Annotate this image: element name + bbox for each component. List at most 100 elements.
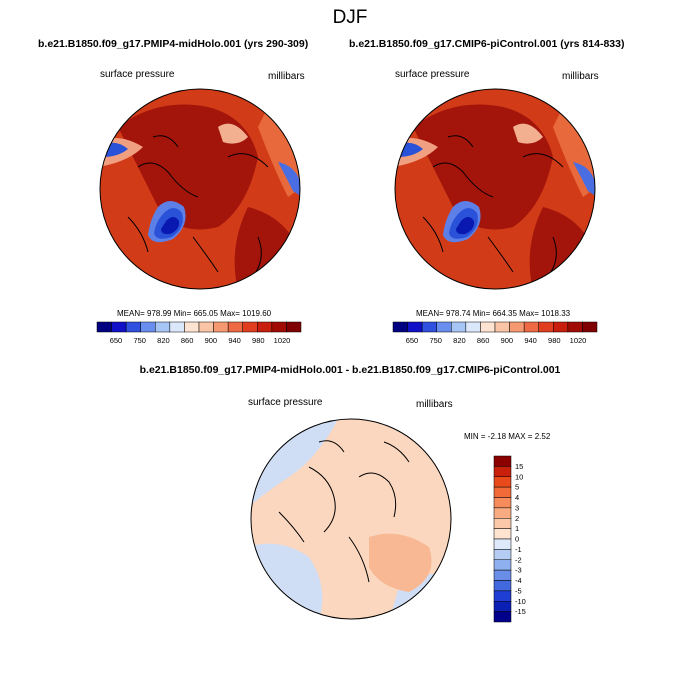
colorbar-swatch xyxy=(227,321,243,333)
colorbar-swatch xyxy=(493,538,512,550)
arctic-pressure-patch xyxy=(218,123,248,144)
colorbar-swatch xyxy=(465,321,481,333)
colorbar-swatch xyxy=(140,321,156,333)
colorbar-tick-label: 980 xyxy=(548,336,561,345)
colorbar-tick-label: 10 xyxy=(515,472,523,481)
greenland-pressure-core xyxy=(161,217,180,235)
colorbar-swatch xyxy=(493,455,512,467)
panel1-polar-map xyxy=(99,88,301,290)
colorbar-swatch xyxy=(169,321,185,333)
strong-positive-anomaly xyxy=(369,533,432,592)
colorbar-tick-label: 820 xyxy=(157,336,170,345)
tibet-pressure-zone xyxy=(573,162,595,197)
colorbar-tick-label: 1020 xyxy=(274,336,291,345)
colorbar-tick-label: -4 xyxy=(515,576,522,585)
diff-fill-group xyxy=(251,419,451,619)
colorbar-swatch xyxy=(493,549,512,560)
colorbar-swatch xyxy=(494,321,510,333)
colorbar-swatch xyxy=(286,321,302,333)
colorbar-swatch xyxy=(493,507,512,519)
colorbar-swatch xyxy=(213,321,229,333)
colorbar-swatch xyxy=(567,321,583,333)
colorbar-swatch xyxy=(392,321,408,333)
colorbar-swatch xyxy=(493,601,512,612)
colorbar-tick-label: -1 xyxy=(515,545,522,554)
difference-polar-map xyxy=(250,418,452,620)
panel2-units-label: millibars xyxy=(562,71,599,82)
colorbar-swatch xyxy=(493,486,512,498)
colorbar-tick-label: 820 xyxy=(453,336,466,345)
colorbar-swatch xyxy=(582,321,598,333)
colorbar-swatch xyxy=(257,321,273,333)
colorbar-swatch xyxy=(493,476,512,488)
colorbar-swatch xyxy=(242,321,258,333)
colorbar-tick-label: 2 xyxy=(515,514,519,523)
colorbar-tick-label: 650 xyxy=(406,336,419,345)
colorbar-swatch xyxy=(553,321,569,333)
positive-anomaly-field xyxy=(251,419,451,619)
colorbar-tick-label: -3 xyxy=(515,566,522,575)
map-fill-group xyxy=(395,89,595,289)
colorbar-tick-label: 940 xyxy=(524,336,537,345)
coastline-outline xyxy=(278,440,410,583)
colorbar-tick-label: -15 xyxy=(515,607,526,616)
colorbar-tick-label: 900 xyxy=(501,336,514,345)
figure-title: DJF xyxy=(332,7,368,28)
colorbar-tick-label: 15 xyxy=(515,462,523,471)
colorbar-tick-label: 650 xyxy=(110,336,123,345)
colorbar-swatch xyxy=(493,559,512,571)
coastline-outline xyxy=(127,135,269,283)
panel2-colorbar: 650 750 820 860 900 940 980 1020 xyxy=(392,321,598,345)
colorbar-swatch xyxy=(493,466,512,477)
colorbar-tick-label: 900 xyxy=(205,336,218,345)
difference-variable-label: surface pressure xyxy=(248,397,323,408)
arctic-pressure-patch xyxy=(513,123,543,144)
panel1-units-label: millibars xyxy=(268,71,305,82)
colorbar-swatch xyxy=(436,321,452,333)
panel2-stats: MEAN= 978.74 Min= 664.35 Max= 1018.33 xyxy=(416,309,571,318)
colorbar-tick-label: 940 xyxy=(228,336,241,345)
colorbar-swatch xyxy=(493,590,512,602)
colorbar-swatch xyxy=(493,569,512,581)
map-fill-group xyxy=(100,89,300,289)
greenland-pressure-core xyxy=(456,217,475,235)
tibet-pressure-zone xyxy=(278,162,300,197)
map-boundary xyxy=(250,418,452,620)
colorbar-swatch xyxy=(509,321,525,333)
colorbar-swatch xyxy=(538,321,554,333)
colorbar-swatch xyxy=(111,321,127,333)
colorbar-swatch xyxy=(271,321,287,333)
map-boundary xyxy=(394,88,596,290)
colorbar-tick-label: 1 xyxy=(515,524,519,533)
colorbar-tick-label: 860 xyxy=(477,336,490,345)
colorbar-tick-label: 860 xyxy=(181,336,194,345)
map-boundary xyxy=(99,88,301,290)
difference-units-label: millibars xyxy=(416,399,453,410)
colorbar-tick-label: -5 xyxy=(515,586,522,595)
panel2-variable-label: surface pressure xyxy=(395,69,470,80)
colorbar-tick-label: 980 xyxy=(252,336,265,345)
panel1-stats: MEAN= 978.99 Min= 665.05 Max= 1019.60 xyxy=(117,309,272,318)
colorbar-swatch xyxy=(523,321,539,333)
colorbar-tick-label: -2 xyxy=(515,555,522,564)
colorbar-swatch xyxy=(480,321,496,333)
colorbar-swatch xyxy=(96,321,112,333)
colorbar-swatch xyxy=(407,321,423,333)
colorbar-swatch xyxy=(493,497,512,509)
colorbar-tick-label: 0 xyxy=(515,535,519,544)
colorbar-swatch xyxy=(421,321,437,333)
colorbar-tick-label: -10 xyxy=(515,597,526,606)
colorbar-swatch xyxy=(451,321,467,333)
colorbar-swatch xyxy=(155,321,171,333)
colorbar-tick-label: 3 xyxy=(515,503,519,512)
difference-title: b.e21.B1850.f09_g17.PMIP4-midHolo.001 - … xyxy=(139,364,561,376)
colorbar-swatch xyxy=(125,321,141,333)
colorbar-swatch xyxy=(493,580,512,592)
colorbar-tick-label: 4 xyxy=(515,493,519,502)
colorbar-tick-label: 750 xyxy=(429,336,442,345)
panel1-colorbar: 650 750 820 860 900 940 980 1020 xyxy=(96,321,302,345)
difference-stats: MIN = -2.18 MAX = 2.52 xyxy=(464,432,551,441)
colorbar-tick-label: 1020 xyxy=(570,336,587,345)
colorbar-swatch xyxy=(184,321,200,333)
